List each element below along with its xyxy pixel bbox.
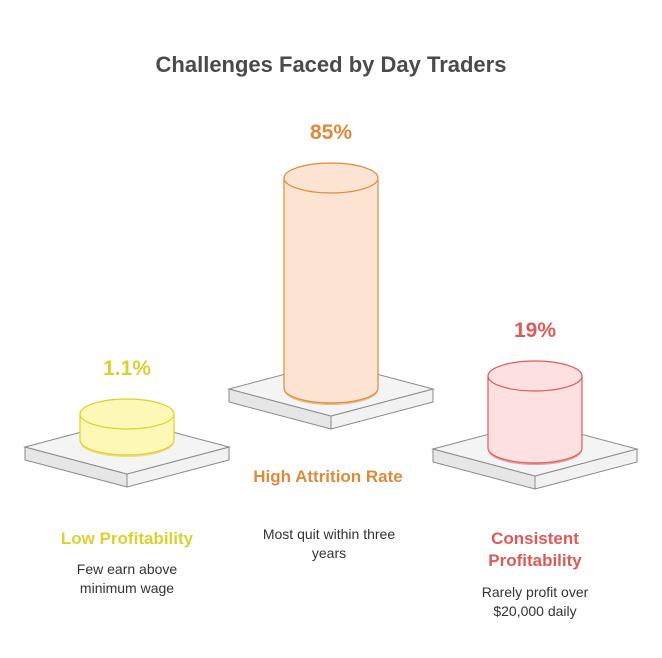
bar-low-profitability [79,398,175,457]
category-label-consistent-profitability: Consistent Profitability [488,529,582,570]
description-high-attrition-rate: Most quit within three years [262,526,396,561]
value-label-low-profitability: 1.1% [103,357,151,380]
description-low-profitability: Few earn above minimum wage [76,561,178,596]
category-label-high-attrition-rate: High Attrition Rate [253,467,403,486]
value-label-consistent-profitability: 19% [513,319,557,342]
category-label-low-profitability: Low Profitability [60,529,194,548]
value-label-high-attrition-rate: 85% [309,121,353,144]
chart-title: Challenges Faced by Day Traders [155,52,507,77]
bar-high-attrition-rate [283,162,379,405]
bar-consistent-profitability [487,360,583,465]
description-consistent-profitability: Rarely profit over $20,000 daily [481,584,589,619]
